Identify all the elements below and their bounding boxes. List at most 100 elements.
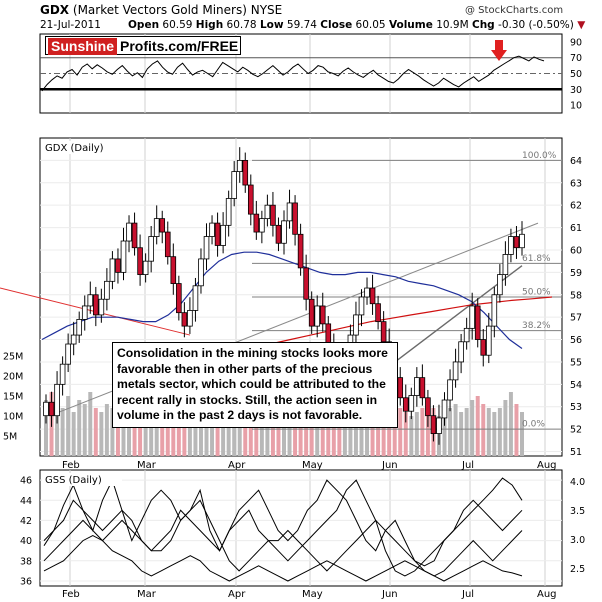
candle-body xyxy=(164,231,171,258)
volume-bar xyxy=(293,412,298,456)
close-value: 60.05 xyxy=(355,19,386,31)
volume-bar xyxy=(298,416,303,456)
volume-bar xyxy=(486,408,491,456)
chart-header-line2: 21-Jul-2011 xyxy=(40,19,101,31)
gss-month-label: Feb xyxy=(62,589,80,600)
chart-header-line1: GDX (Market Vectors Gold Miners) NYSE xyxy=(40,3,282,17)
gss-right-tick-label: 2.5 xyxy=(570,564,585,575)
candle-body xyxy=(325,323,332,345)
candle-body xyxy=(259,218,265,233)
candle-body xyxy=(87,294,94,307)
gss-month-label: Jul xyxy=(461,589,474,600)
gss-month-label: Mar xyxy=(137,589,157,600)
volume-bar xyxy=(210,412,215,456)
candle-body xyxy=(275,224,282,244)
volume-bar xyxy=(403,412,408,456)
gss-left-tick-label: 36 xyxy=(20,576,32,587)
volume-bar xyxy=(520,412,524,456)
volume-bar xyxy=(71,412,76,456)
gss-series-line xyxy=(43,499,523,577)
volume-bar xyxy=(425,404,430,456)
symbol: GDX xyxy=(40,3,70,17)
fib-label: 61.8% xyxy=(522,254,551,264)
candle-body xyxy=(519,233,525,249)
volume-bar xyxy=(414,412,419,456)
volume-bar xyxy=(127,400,132,456)
price-month-label: May xyxy=(302,460,323,471)
volume-bar xyxy=(226,404,231,456)
candle-body xyxy=(297,233,304,269)
gss-right-tick-label: 3.0 xyxy=(570,535,585,546)
high-value: 60.78 xyxy=(226,19,257,31)
price-month-label: Apr xyxy=(228,460,246,471)
volume-bar xyxy=(99,412,104,456)
volume-bar xyxy=(331,420,336,456)
price-tick-label: 54 xyxy=(570,380,582,391)
candle-body xyxy=(303,267,309,300)
candle-body xyxy=(447,379,453,401)
candle-body xyxy=(59,363,66,385)
volume-bar xyxy=(442,412,447,456)
rsi-line xyxy=(41,55,545,92)
candle-body xyxy=(181,312,188,327)
price-month-label: Jun xyxy=(381,460,398,471)
ohlc-readout: Open 60.59 High 60.78 Low 59.74 Close 60… xyxy=(128,19,585,31)
volume-tick-label: 10M xyxy=(3,412,23,423)
gss-panel-title: GSS (Daily) xyxy=(45,475,102,486)
low-label: Low xyxy=(259,19,284,31)
price-tick-label: 64 xyxy=(570,156,582,167)
price-month-label: Feb xyxy=(62,460,80,471)
fib-label: 100.0% xyxy=(522,151,557,161)
price-tick-label: 58 xyxy=(570,290,582,301)
volume-value: 10.9M xyxy=(436,19,469,31)
volume-bar xyxy=(221,408,226,456)
rsi-tick-label: 70 xyxy=(570,53,582,64)
down-triangle-icon: ▼ xyxy=(577,19,586,31)
logo-black-part: Profits.com/FREE xyxy=(120,38,239,54)
price-tick-label: 62 xyxy=(570,201,582,212)
rsi-tick-label: 30 xyxy=(570,85,582,96)
fib-label: 0.0% xyxy=(522,420,545,430)
candle-body xyxy=(148,236,154,262)
volume-bar xyxy=(193,408,198,456)
gss-right-tick-label: 4.0 xyxy=(570,477,585,488)
volume-bar xyxy=(503,400,508,456)
candle-body xyxy=(364,287,370,298)
gss-right-tick-label: 3.5 xyxy=(570,506,585,517)
volume-bar xyxy=(309,412,314,456)
candle-body xyxy=(242,159,249,186)
price-tick-label: 63 xyxy=(570,178,582,189)
candle-body xyxy=(76,318,83,336)
sunshine-profits-logo: Sunshine Profits.com/FREE xyxy=(45,36,241,55)
candle-body xyxy=(513,236,520,249)
candle-body xyxy=(264,204,271,220)
volume-bar xyxy=(254,416,259,456)
volume-bar xyxy=(508,392,513,456)
candle-body xyxy=(358,296,365,316)
candle-body xyxy=(502,254,509,276)
volume-tick-label: 20M xyxy=(3,372,23,383)
volume-bar xyxy=(77,400,82,456)
candle-body xyxy=(314,305,321,327)
fib-label: 38.2% xyxy=(522,321,551,331)
volume-bar xyxy=(342,412,347,456)
volume-bar xyxy=(165,404,170,456)
volume-bar xyxy=(459,412,464,456)
chart-date: 21-Jul-2011 xyxy=(40,19,101,31)
logo-red-part: Sunshine xyxy=(48,38,118,55)
candle-body xyxy=(81,305,88,320)
price-month-label: Aug xyxy=(537,460,557,471)
price-tick-label: 52 xyxy=(570,425,582,436)
candle-body xyxy=(225,198,232,226)
candle-body xyxy=(414,377,420,396)
candle-body xyxy=(231,171,237,199)
candle-body xyxy=(120,240,127,273)
candle-body xyxy=(485,325,492,356)
volume-bar xyxy=(420,408,425,456)
volume-bar xyxy=(215,400,220,456)
price-tick-label: 57 xyxy=(570,313,582,324)
candle-body xyxy=(115,258,121,273)
candle-body xyxy=(286,202,293,222)
fib-label: 50.0% xyxy=(522,288,551,298)
volume-bar xyxy=(82,404,87,456)
